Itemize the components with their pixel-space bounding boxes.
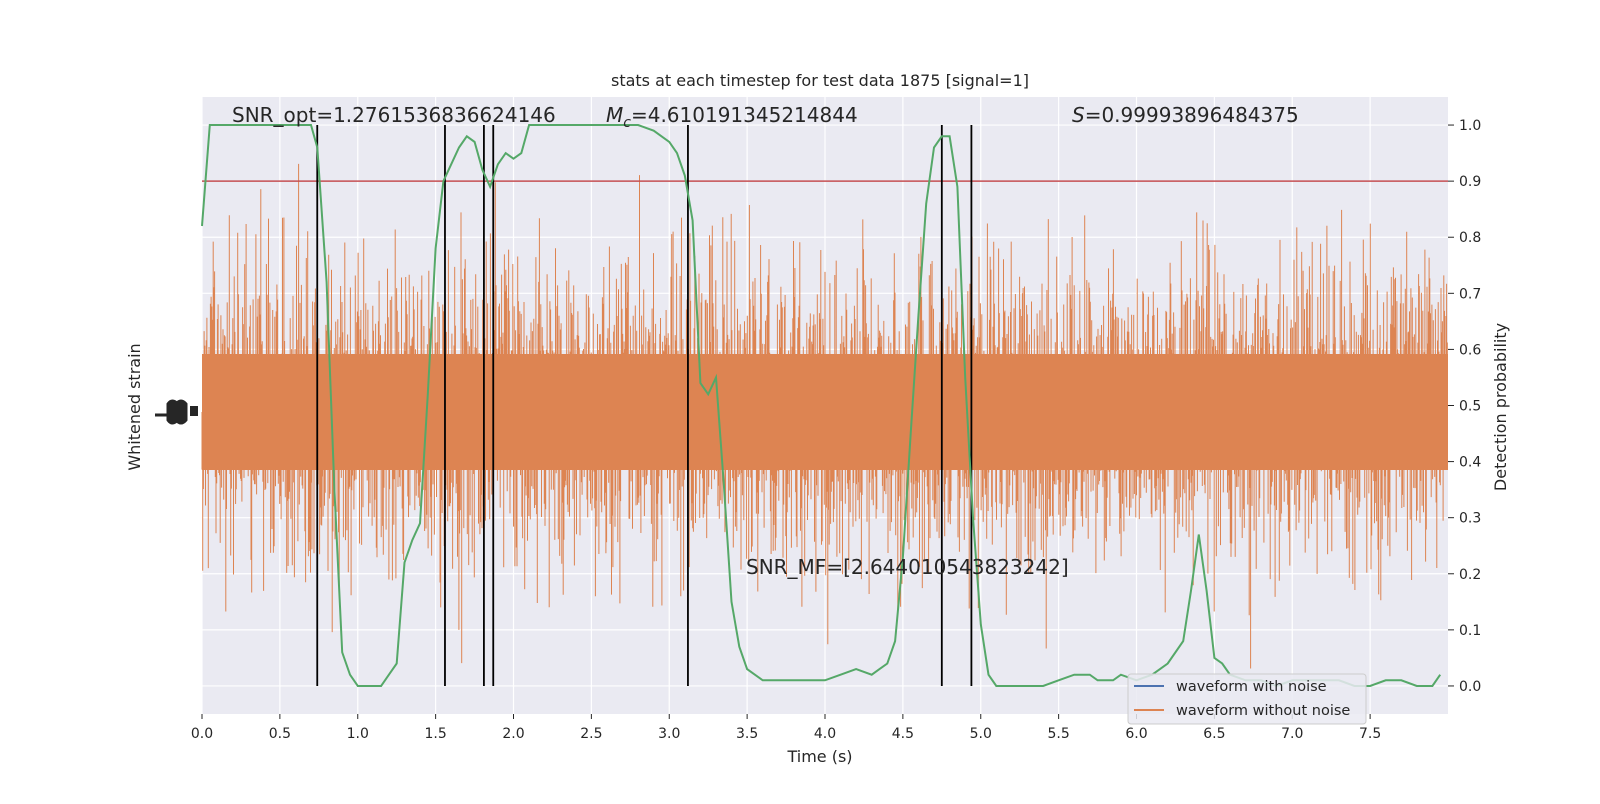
x-axis: 0.0 0.5 1.0 1.5 2.0 2.5 3.0 3.5 4.0 4.5 5.0 5.5 6.0 6…	[191, 714, 1381, 742]
mc-value: =4.610191345214844	[631, 103, 858, 127]
detection-probability-line	[201, 124, 1442, 688]
x-tick-label: 1.5	[424, 726, 446, 742]
mc-symbol: M	[606, 103, 623, 127]
x-tick-label: 3.5	[736, 726, 758, 742]
x-tick-label: 1.0	[347, 726, 369, 742]
y-right-tick-label: 0.9	[1459, 174, 1481, 190]
y-right-tick-label: 0.7	[1459, 286, 1481, 302]
y-right-tick-label: 0.2	[1459, 567, 1481, 583]
x-tick-label: 6.5	[1203, 726, 1225, 742]
mc-annotation: Mc=4.610191345214844	[606, 103, 858, 131]
snr-opt-annotation: SNR_opt=1.2761536836624146	[232, 103, 556, 127]
y-right-tick-label: 0.1	[1459, 623, 1481, 639]
left-axis-tick-cluster	[190, 406, 198, 416]
x-tick-label: 7.0	[1281, 726, 1303, 742]
s-symbol: S	[1072, 103, 1085, 127]
y-right-tick-label: 0.0	[1459, 679, 1481, 695]
x-tick-label: 4.5	[892, 726, 914, 742]
y-right-tick-label: 0.5	[1459, 399, 1481, 415]
right-axis: 0.0 0.1 0.2 0.3 0.4 0.5 0.6 0.7 0.8 0.9 1.0	[1448, 118, 1481, 695]
strain-core-band	[202, 354, 1448, 470]
x-tick-label: 2.0	[502, 726, 524, 742]
legend: waveform with noise waveform without noi…	[1127, 673, 1367, 725]
event-lines	[316, 125, 973, 686]
x-tick-label: 7.5	[1359, 726, 1381, 742]
y-right-tick-label: 0.4	[1459, 455, 1481, 471]
x-tick-label: 5.0	[970, 726, 992, 742]
y-right-tick-label: 1.0	[1459, 118, 1481, 134]
mc-subscript: c	[623, 115, 631, 131]
legend-label-with-noise: waveform with noise	[1176, 679, 1327, 695]
y-right-tick-label: 0.8	[1459, 230, 1481, 246]
y-left-axis-label: Whitened strain	[125, 343, 144, 470]
x-tick-label: 3.0	[658, 726, 680, 742]
s-annotation: S=0.99993896484375	[1072, 103, 1299, 127]
x-tick-label: 0.0	[191, 726, 213, 742]
x-tick-label: 0.5	[269, 726, 291, 742]
x-tick-label: 4.0	[814, 726, 836, 742]
left-axis-overlapping-ticklabels	[155, 399, 188, 425]
y-right-axis-label: Detection probability	[1491, 323, 1510, 491]
x-tick-label: 6.0	[1125, 726, 1147, 742]
y-right-tick-label: 0.3	[1459, 511, 1481, 527]
x-tick-label: 5.5	[1047, 726, 1069, 742]
snr-mf-annotation: SNR_MF=[2.644010543823242]	[746, 555, 1069, 579]
chart-title: stats at each timestep for test data 187…	[611, 71, 1029, 90]
x-tick-label: 2.5	[580, 726, 602, 742]
probability-series	[201, 124, 1442, 688]
s-value: =0.99993896484375	[1085, 103, 1299, 127]
y-right-tick-label: 0.6	[1459, 342, 1481, 358]
x-axis-label: Time (s)	[786, 747, 852, 766]
legend-box	[1127, 673, 1367, 725]
legend-label-without-noise: waveform without noise	[1176, 703, 1350, 719]
left-axis	[155, 399, 198, 425]
strain-series	[201, 163, 1448, 669]
